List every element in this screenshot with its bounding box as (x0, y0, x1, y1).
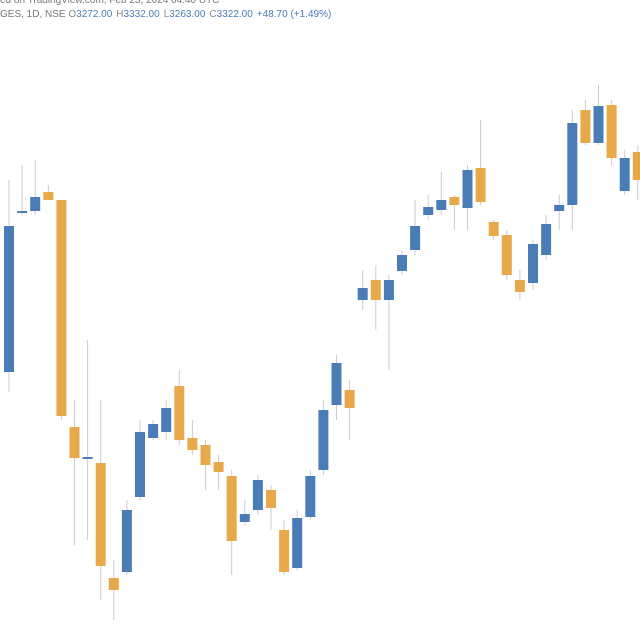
candle-body (541, 224, 552, 255)
candle-body (95, 463, 106, 566)
candle-body (108, 578, 119, 590)
legend-key: L (163, 9, 170, 20)
candle-body (161, 408, 172, 432)
candle-body (383, 280, 394, 300)
candle-body (449, 197, 460, 205)
candle-body (69, 427, 80, 458)
legend-key: C (209, 9, 217, 20)
candle-body (606, 105, 617, 158)
candle-body (501, 235, 512, 275)
candle-body (514, 280, 525, 292)
candle-body (475, 168, 486, 202)
legend-key: O (68, 9, 77, 20)
candle-body (200, 445, 211, 465)
candle-body (305, 476, 316, 517)
candle-body (357, 288, 368, 300)
candle-body (148, 424, 159, 438)
candle-body (436, 200, 447, 210)
candle-body (344, 390, 355, 408)
candle-body (121, 510, 132, 572)
legend-value: 3332.00 (123, 9, 160, 20)
candle-body (174, 386, 185, 440)
candle-body (82, 457, 93, 459)
candle-body (266, 490, 276, 508)
candle-body (187, 438, 198, 450)
candle-body (43, 192, 54, 200)
candle-body (593, 106, 604, 143)
candle-body (397, 255, 407, 271)
candle-body (4, 226, 14, 372)
candle-body (56, 200, 67, 416)
candle-body (252, 480, 263, 510)
legend-value: 3322.00 (216, 9, 253, 20)
legend-value: 3263.00 (169, 9, 206, 20)
candle-body (528, 244, 538, 283)
candle-body (292, 518, 303, 568)
candle-body (462, 170, 473, 208)
candle-body (567, 123, 578, 205)
candle-body (30, 197, 41, 211)
candle-body (554, 205, 565, 211)
legend-value: 3272.00 (76, 9, 113, 20)
candle-body (318, 410, 329, 470)
candle-body (226, 476, 237, 541)
candle-body (370, 280, 381, 300)
candle-body (488, 222, 499, 236)
header: ed on TradingView.com, Feb 23, 2024 04:4… (0, 0, 335, 22)
candle-body (279, 530, 290, 572)
candle-body (135, 432, 145, 497)
symbol: GES, 1D, NSE (0, 9, 66, 20)
candle-body (213, 462, 224, 472)
candle-body (410, 226, 421, 250)
candle-body (423, 207, 434, 215)
candle-body (619, 158, 630, 191)
candle-body (632, 152, 640, 180)
legend-change: +48.70 (+1.49%) (256, 9, 332, 20)
candle-body (17, 211, 28, 213)
candle-body (331, 363, 342, 405)
candle-body (239, 514, 250, 522)
legend-key: H (116, 9, 124, 20)
legend: GES, 1D, NSE O3272.00 H3332.00 L3263.00 C33… (0, 8, 335, 22)
candle-body (580, 110, 591, 143)
source-note: ed on TradingView.com, Feb 23, 2024 04:4… (0, 0, 220, 6)
